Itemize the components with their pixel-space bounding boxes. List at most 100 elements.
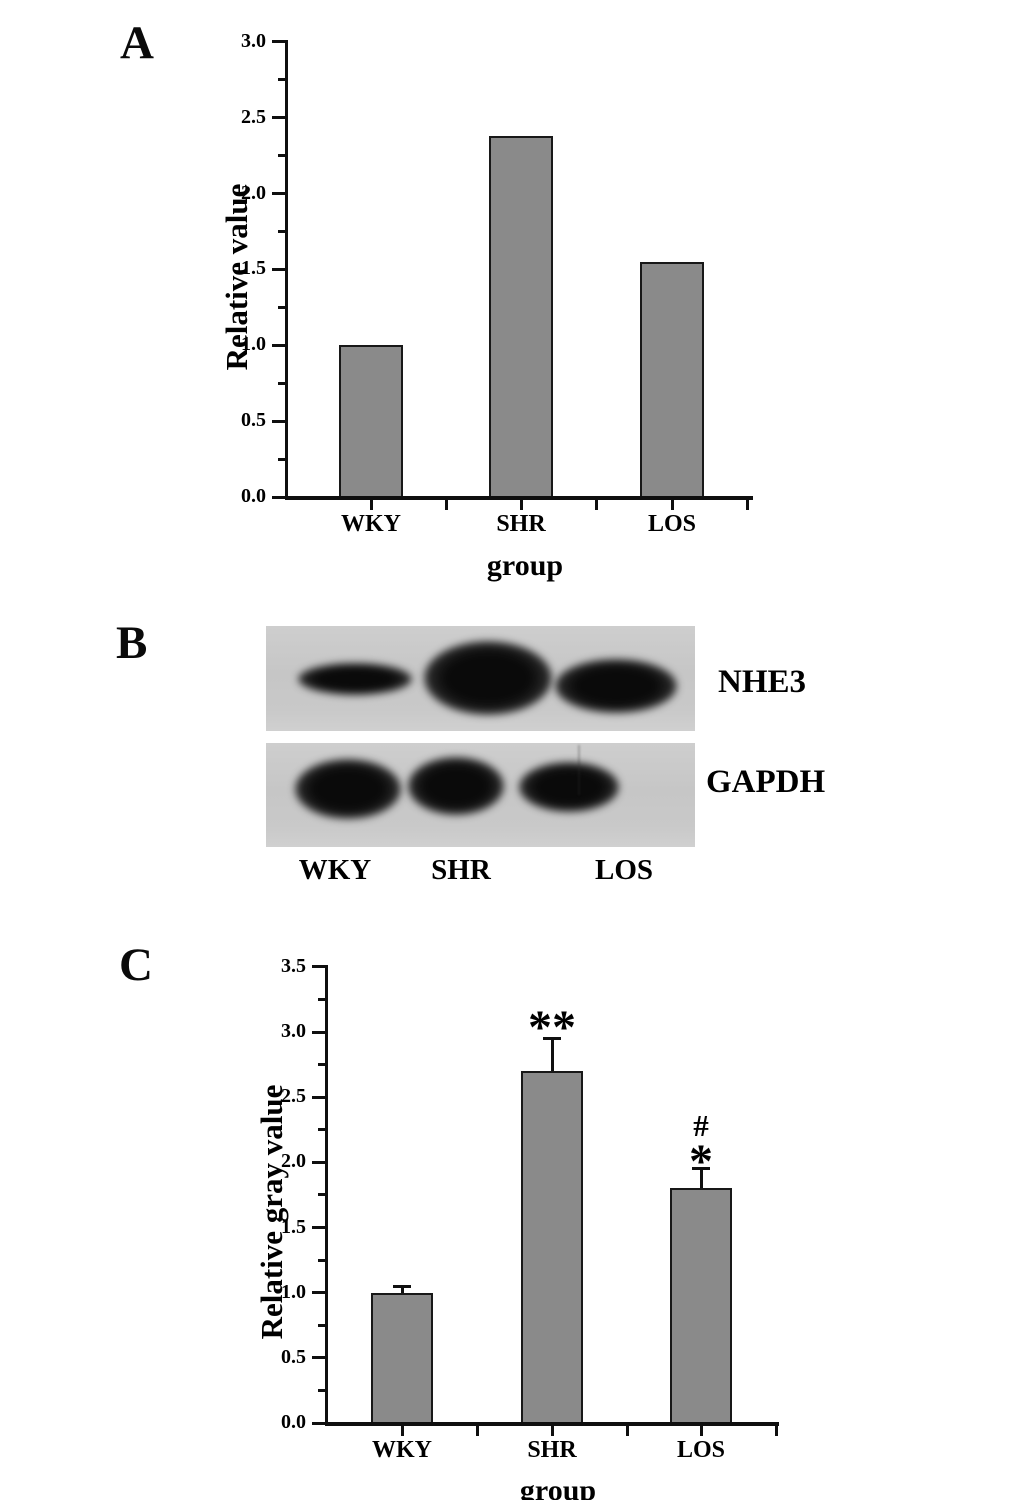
panel-c-error-bar-cap	[393, 1285, 411, 1288]
panel-a-y-major-tick	[272, 192, 285, 195]
band-gapdh-los	[519, 762, 619, 812]
panel-c-error-bar-line	[700, 1169, 703, 1191]
panel-c-y-major-tick	[312, 1356, 325, 1359]
panel-c-x-axis-line	[325, 1422, 779, 1426]
panel-a-x-tick	[746, 500, 749, 510]
panel-a-y-minor-tick	[278, 458, 285, 461]
panel-a-y-major-tick	[272, 496, 285, 499]
panel-c-x-tick	[700, 1426, 703, 1436]
panel-c-x-tick	[401, 1426, 404, 1436]
panel-c-y-major-tick	[312, 1422, 325, 1425]
protein-label-nhe3: NHE3	[718, 664, 807, 700]
protein-label-gapdh: GAPDH	[706, 764, 826, 800]
panel-c-y-minor-tick	[318, 1324, 325, 1327]
panel-c-x-tick	[626, 1426, 629, 1436]
panel-c-y-tick-label: 2.0	[281, 1150, 306, 1172]
panel-a-y-tick-label: 1.5	[241, 257, 266, 279]
panel-a-y-minor-tick	[278, 306, 285, 309]
panel-a-y-minor-tick	[278, 154, 285, 157]
panel-a-y-tick-label: 2.5	[241, 106, 266, 128]
panel-a-y-tick-label: 0.5	[241, 409, 266, 431]
panel-a-bar-los	[640, 262, 704, 497]
panel-c-y-tick-label: 2.5	[281, 1085, 306, 1107]
panel-a-y-major-tick	[272, 268, 285, 271]
panel-a-y-major-tick	[272, 116, 285, 119]
band-nhe3-wky	[298, 663, 412, 695]
panel-c-y-major-tick	[312, 965, 325, 968]
panel-a-y-minor-tick	[278, 78, 285, 81]
panel-c-y-major-tick	[312, 1226, 325, 1229]
panel-c-x-tick	[551, 1426, 554, 1436]
panel-c-significance-annotation: #	[693, 1108, 709, 1143]
panel-c-x-category-label: WKY	[372, 1437, 432, 1463]
panel-c-y-major-tick	[312, 1291, 325, 1294]
panel-a-y-major-tick	[272, 40, 285, 43]
panel-c-x-axis-title: group	[519, 1474, 597, 1500]
panel-a-y-tick-label: 1.0	[241, 333, 266, 355]
panel-c-y-tick-label: 3.0	[281, 1020, 306, 1042]
panel-c-y-minor-tick	[318, 1063, 325, 1066]
blot-lane-label-wky: WKY	[298, 854, 372, 886]
panel-c-y-axis-line	[325, 965, 328, 1425]
panel-c-y-axis-title: Relative gray value	[254, 1084, 289, 1340]
blot-strip-nhe3	[266, 626, 695, 731]
blot-lane-label-los: LOS	[594, 854, 654, 886]
blot-lane-label-shr: SHR	[431, 854, 491, 886]
panel-c-x-category-label: LOS	[676, 1437, 726, 1463]
panel-a-bar-wky	[339, 345, 403, 497]
panel-c-y-major-tick	[312, 1096, 325, 1099]
panel-a-x-tick	[595, 500, 598, 510]
panel-c-y-tick-label: 1.0	[281, 1281, 306, 1303]
panel-c-significance-annotation: *	[689, 1135, 713, 1188]
panel-c-error-bar-cap	[543, 1037, 561, 1040]
panel-c-x-category-label: SHR	[527, 1437, 577, 1463]
panel-c-bar-wky	[371, 1293, 433, 1423]
panel-c-error-bar-line	[551, 1039, 554, 1074]
panel-a-y-tick-label: 3.0	[241, 30, 266, 52]
panel-a-y-major-tick	[272, 420, 285, 423]
panel-a-x-axis-line	[285, 496, 753, 500]
panel-c-y-tick-label: 0.5	[281, 1346, 306, 1368]
panel-a-y-minor-tick	[278, 382, 285, 385]
panel-c-error-bar-line	[401, 1286, 404, 1295]
panel-c-bar-shr	[521, 1071, 583, 1423]
panel-c-y-minor-tick	[318, 1389, 325, 1392]
blot-scratch-artifact	[578, 745, 580, 795]
panel-c-y-minor-tick	[318, 1193, 325, 1196]
band-nhe3-los	[555, 659, 677, 713]
panel-c-label: C	[119, 939, 153, 991]
panel-a-x-category-label: LOS	[647, 511, 697, 537]
panel-c-x-tick	[775, 1426, 778, 1436]
panel-c-error-bar-cap	[692, 1167, 710, 1170]
panel-a-x-category-label: WKY	[341, 511, 401, 537]
panel-a-x-tick	[370, 500, 373, 510]
panel-c-y-major-tick	[312, 1031, 325, 1034]
panel-c-x-tick	[476, 1426, 479, 1436]
panel-a-x-tick	[520, 500, 523, 510]
panel-a-x-axis-title: group	[486, 549, 564, 582]
panel-a-x-tick	[671, 500, 674, 510]
panel-a-y-axis-line	[285, 40, 288, 499]
panel-c-y-tick-label: 0.0	[281, 1411, 306, 1433]
panel-c-y-tick-label: 1.5	[281, 1216, 306, 1238]
band-gapdh-wky	[295, 759, 401, 819]
band-gapdh-shr	[408, 757, 504, 815]
panel-c-bar-los	[670, 1188, 732, 1423]
panel-a-bar-shr	[489, 136, 553, 497]
panel-a-y-minor-tick	[278, 230, 285, 233]
panel-c-y-tick-label: 3.5	[281, 955, 306, 977]
panel-c-y-major-tick	[312, 1161, 325, 1164]
panel-c-y-minor-tick	[318, 1259, 325, 1262]
blot-strip-gapdh	[266, 743, 695, 847]
panel-a-y-major-tick	[272, 344, 285, 347]
panel-b-label: B	[116, 617, 148, 669]
panel-c-significance-annotation: **	[528, 1001, 576, 1054]
panel-a-label: A	[120, 17, 154, 69]
panel-c-y-minor-tick	[318, 1128, 325, 1131]
panel-c-y-minor-tick	[318, 998, 325, 1001]
band-nhe3-shr	[424, 641, 552, 715]
